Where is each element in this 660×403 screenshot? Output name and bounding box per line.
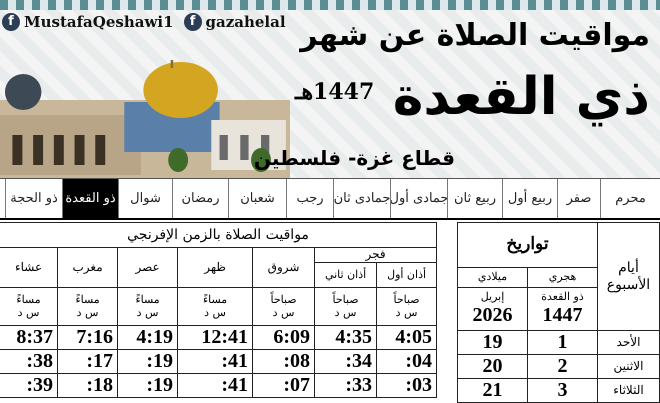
month-tab[interactable]: جمادى ثان xyxy=(333,179,390,218)
table-row: الاثنين 2 20 xyxy=(457,354,660,379)
period-label: صباحاً xyxy=(393,292,420,306)
period-label: مساءً xyxy=(75,292,100,306)
facebook-icon: f xyxy=(2,13,20,31)
month-tab[interactable]: ربيع ثان xyxy=(447,179,502,218)
period-label: مساءً xyxy=(16,292,41,306)
time-cell: 7:16 xyxy=(57,325,119,350)
isha-header: عشاء xyxy=(0,247,59,288)
hijri-day: 2 xyxy=(527,354,598,379)
region-label: قطاع غزة- فلسطين xyxy=(253,146,455,170)
hijri-month: ذو القعدة xyxy=(541,290,584,304)
month-tab[interactable]: ذو الحجة xyxy=(5,179,62,218)
greg-year: 2026 xyxy=(472,303,513,326)
page-title: مواقيت الصلاة عن شهر xyxy=(300,18,650,53)
greg-day: 19 xyxy=(457,330,528,355)
time-cell: :38 xyxy=(0,349,59,374)
month-tab[interactable]: صفر xyxy=(557,179,600,218)
table-row: 4:05 4:35 6:09 12:41 4:19 7:16 8:37 xyxy=(0,325,438,350)
strip-edge xyxy=(0,179,5,218)
units-label: س د xyxy=(76,305,99,319)
time-cell: :39 xyxy=(0,373,59,398)
time-cell: :17 xyxy=(57,349,119,374)
time-cell: :19 xyxy=(117,373,179,398)
day-name: الاثنين xyxy=(597,354,660,379)
time-cell: :41 xyxy=(177,373,254,398)
greg-day: 21 xyxy=(457,378,528,403)
hijri-year: 1447هـ xyxy=(295,79,375,105)
time-cell: 12:41 xyxy=(177,325,254,350)
hijri-year-cell: 1447 xyxy=(542,303,583,326)
adhan1-header: أذان أول xyxy=(376,262,438,288)
hijri-label: هجري xyxy=(527,267,598,288)
asr-header: عصر xyxy=(117,247,179,288)
times-title: مواقيت الصلاة بالزمن الإفرنجي xyxy=(0,222,438,248)
time-cell: :41 xyxy=(177,349,254,374)
greg-month: إبريل xyxy=(480,290,505,304)
greg-day: 20 xyxy=(457,354,528,379)
time-cell: :08 xyxy=(252,349,316,374)
dome-of-rock-image xyxy=(0,60,290,178)
units-label: س د xyxy=(334,305,357,319)
month-tab[interactable]: ربيع أول xyxy=(502,179,557,218)
month-tab[interactable]: جمادى أول xyxy=(390,179,447,218)
day-name: الثلاثاء xyxy=(597,378,660,403)
period-label: مساءً xyxy=(135,292,160,306)
time-cell: :04 xyxy=(376,349,438,374)
table-row: :03:33:07:41:19:18:39 xyxy=(0,373,438,398)
hijri-day: 3 xyxy=(527,378,598,403)
month-tab[interactable]: شعبان xyxy=(228,179,286,218)
days-header: أيام الأسبوع xyxy=(597,222,660,331)
units-label: س د xyxy=(272,305,295,319)
units-label: س د xyxy=(204,305,226,319)
time-cell: :19 xyxy=(117,349,179,374)
period-label: صباحاً xyxy=(332,292,359,306)
period-label: صباحاً xyxy=(270,292,297,306)
month-tabs: محرم صفر ربيع أول ربيع ثان جمادى أول جما… xyxy=(0,178,660,220)
ornament-band xyxy=(0,0,660,10)
facebook-link-1[interactable]: f MustafaQeshawi1 xyxy=(2,13,174,31)
time-cell: :33 xyxy=(314,373,378,398)
facebook-link-2[interactable]: f gazahelal xyxy=(183,13,286,31)
time-cell: :07 xyxy=(252,373,316,398)
facebook-icon: f xyxy=(183,13,202,31)
table-row: الأحد 1 19 xyxy=(457,330,660,355)
time-cell: 4:05 xyxy=(376,325,438,350)
hijri-day: 1 xyxy=(527,330,598,355)
day-name: الأحد xyxy=(597,330,660,355)
fajr-header: فجر xyxy=(314,247,438,263)
units-label: س د xyxy=(17,305,40,319)
time-cell: 4:35 xyxy=(314,325,378,350)
units-label: س د xyxy=(395,305,418,319)
table-row: الثلاثاء 3 21 xyxy=(457,378,660,403)
social-links: f MustafaQeshawi1 f gazahelal xyxy=(2,13,286,31)
time-cell: 8:37 xyxy=(0,325,59,350)
adhan2-header: أذان ثاني xyxy=(314,262,378,288)
time-cell: :34 xyxy=(314,349,378,374)
time-cell: :03 xyxy=(376,373,438,398)
prayer-times-table: مواقيت الصلاة بالزمن الإفرنجي فجر شروق ظ… xyxy=(0,222,438,398)
time-cell: 4:19 xyxy=(117,325,179,350)
month-tab[interactable]: شوال xyxy=(118,179,172,218)
dates-table: أيام الأسبوع تواريخ هجري ميلادي ذو القعدة… xyxy=(457,222,660,403)
table-row: :04:34:08:41:19:17:38 xyxy=(0,349,438,374)
month-tab[interactable]: رمضان xyxy=(172,179,228,218)
shuruq-header: شروق xyxy=(252,247,316,288)
header-banner: f MustafaQeshawi1 f gazahelal مواقيت الصلا… xyxy=(0,0,660,178)
social-handle: MustafaQeshawi1 xyxy=(24,13,174,31)
gregorian-label: ميلادي xyxy=(457,267,528,288)
dates-title: تواريخ xyxy=(457,222,598,268)
time-cell: 6:09 xyxy=(252,325,316,350)
month-tab[interactable]: رجب xyxy=(286,179,333,218)
units-label: س د xyxy=(136,305,159,319)
period-label: مساءً xyxy=(202,292,228,306)
social-handle: gazahelal xyxy=(205,13,286,31)
month-tab[interactable]: محرم xyxy=(600,179,660,218)
month-title: ذي القعدة xyxy=(392,67,650,127)
dhuhr-header: ظهر xyxy=(177,247,254,288)
month-tab-active[interactable]: ذو القعدة xyxy=(62,179,118,218)
maghrib-header: مغرب xyxy=(57,247,119,288)
time-cell: :18 xyxy=(57,373,119,398)
